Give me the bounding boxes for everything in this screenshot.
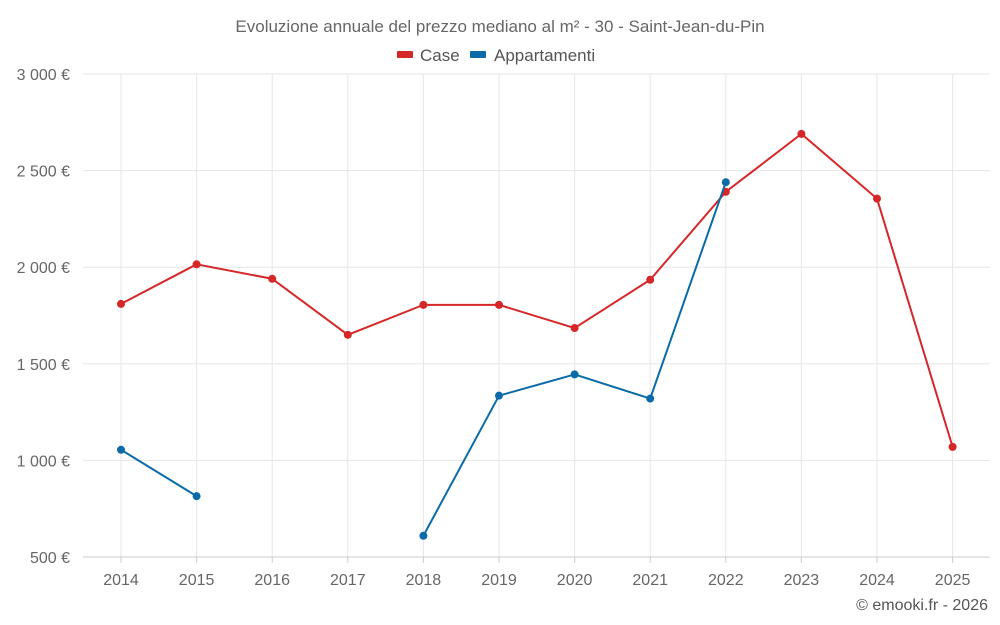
series-appartamenti (117, 178, 730, 540)
y-tick-label: 1 000 € (17, 453, 70, 470)
x-tick-label: 2024 (859, 572, 895, 589)
x-axis-ticks: 2014 2015 2016 2017 2018 2019 2020 2021 2022 2023… (103, 572, 970, 589)
legend-swatch-case (397, 51, 413, 58)
y-tick-label: 2 000 € (17, 260, 70, 277)
y-axis-ticks: 500 € 1 000 € 1 500 € 2 000 € 2 500 € 3 000 € (17, 67, 70, 567)
data-point[interactable] (495, 300, 503, 309)
data-point[interactable] (797, 129, 806, 138)
data-point[interactable] (419, 531, 428, 540)
y-tick-label: 2 500 € (17, 164, 70, 181)
series-line (120, 132, 954, 448)
legend-swatch-appartamenti (470, 51, 486, 58)
series-case (117, 129, 957, 451)
data-point[interactable] (948, 442, 957, 451)
data-point[interactable] (646, 394, 655, 403)
x-tick-label: 2014 (103, 572, 139, 589)
data-point[interactable] (343, 330, 352, 339)
legend-label-appartamenti[interactable]: Appartamenti (494, 46, 595, 65)
x-tick-label: 2020 (557, 572, 593, 589)
legend: Case Appartamenti (397, 46, 595, 65)
x-tick-label: 2015 (179, 572, 215, 589)
data-point[interactable] (268, 274, 277, 283)
chart-title: Evoluzione annuale del prezzo mediano al… (235, 17, 764, 36)
data-point[interactable] (117, 299, 125, 308)
credit-text: © emooki.fr - 2026 (856, 597, 988, 614)
x-gridlines (120, 74, 954, 563)
data-point[interactable] (192, 260, 201, 269)
x-tick-label: 2025 (935, 572, 971, 589)
data-point[interactable] (495, 391, 503, 400)
series-layer (117, 129, 957, 540)
data-point[interactable] (570, 324, 579, 333)
data-point[interactable] (570, 370, 579, 379)
data-point[interactable] (117, 445, 125, 454)
y-tick-label: 1 500 € (17, 357, 70, 374)
x-tick-label: 2021 (632, 572, 668, 589)
data-point[interactable] (192, 492, 201, 501)
y-tick-label: 3 000 € (17, 67, 70, 84)
x-tick-label: 2016 (254, 572, 290, 589)
data-point[interactable] (646, 275, 655, 284)
y-tick-label: 500 € (30, 550, 70, 567)
x-tick-label: 2022 (708, 572, 744, 589)
x-tick-label: 2019 (481, 572, 517, 589)
data-point[interactable] (419, 300, 428, 309)
x-tick-label: 2023 (784, 572, 820, 589)
series-line (120, 448, 198, 497)
data-point[interactable] (873, 194, 881, 203)
x-tick-label: 2018 (406, 572, 442, 589)
data-point[interactable] (721, 178, 730, 187)
x-tick-label: 2017 (330, 572, 366, 589)
y-gridlines (83, 73, 990, 558)
legend-label-case[interactable]: Case (420, 46, 460, 65)
